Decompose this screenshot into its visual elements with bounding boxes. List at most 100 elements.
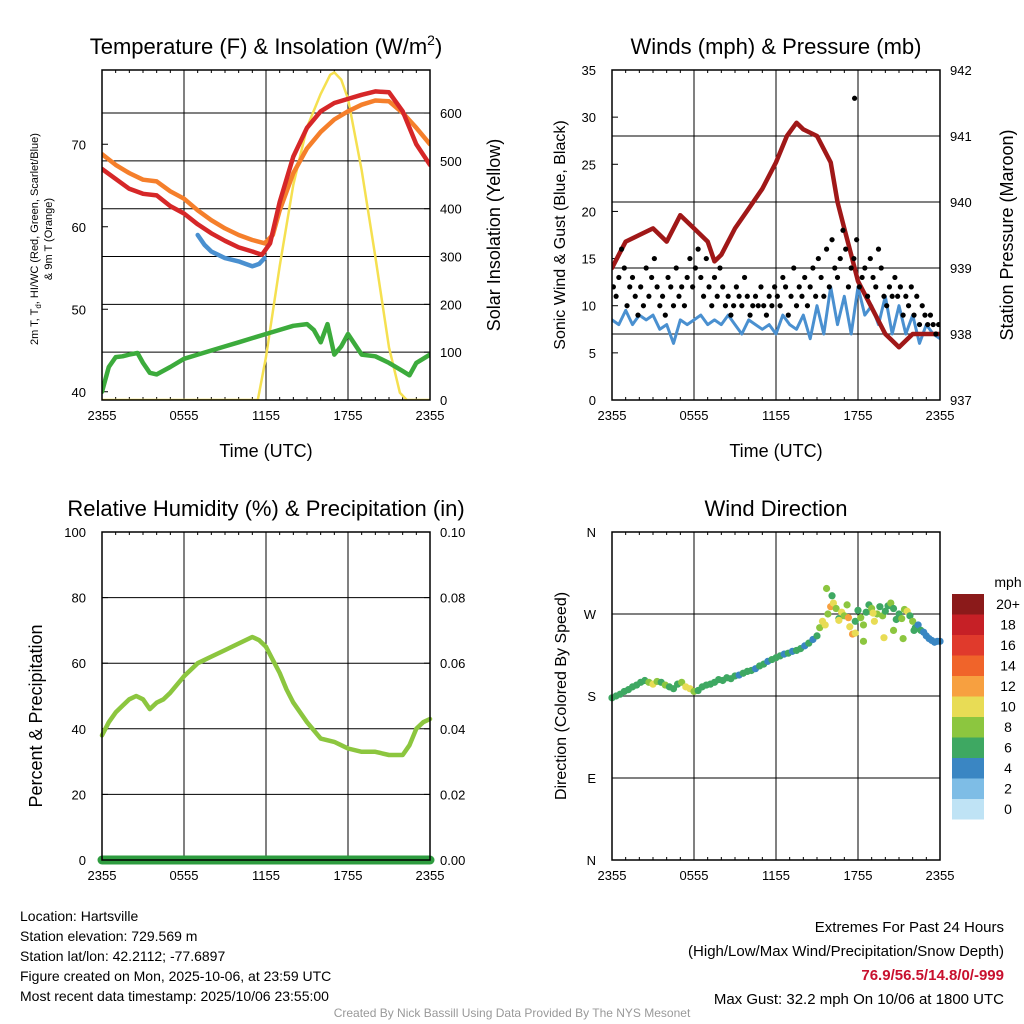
direction-point bbox=[910, 626, 918, 635]
direction-point bbox=[859, 621, 868, 629]
gust-point bbox=[769, 303, 775, 309]
gust-point bbox=[791, 265, 797, 271]
y2-tick-label: 500 bbox=[440, 154, 462, 169]
gust-point bbox=[687, 255, 693, 262]
gust-point bbox=[733, 284, 739, 290]
gust-point bbox=[788, 293, 794, 299]
chart-title: Winds (mph) & Pressure (mb) bbox=[631, 34, 922, 59]
colorbar-label: 18 bbox=[1000, 617, 1016, 633]
gust-point bbox=[758, 284, 764, 290]
y2-tick-label: 942 bbox=[950, 63, 972, 78]
colorbar-label: 6 bbox=[1004, 740, 1012, 756]
colorbar-label: 2 bbox=[1004, 781, 1012, 797]
gust-point bbox=[744, 293, 750, 299]
x-tick-label: 2355 bbox=[416, 408, 445, 423]
direction-point bbox=[822, 584, 831, 593]
x-tick-label: 0555 bbox=[680, 868, 709, 883]
gust-point bbox=[922, 312, 928, 318]
gust-point bbox=[717, 265, 723, 271]
y-tick-label: 5 bbox=[589, 346, 596, 361]
gust-point bbox=[618, 246, 625, 252]
gust-point bbox=[676, 293, 682, 299]
gust-point bbox=[722, 303, 729, 309]
gust-point bbox=[651, 255, 657, 262]
gust-point bbox=[736, 293, 742, 299]
series-line-blue bbox=[195, 232, 267, 269]
extremes-values: 76.9/56.5/14.8/0/-999 bbox=[861, 967, 1004, 984]
gust-point bbox=[612, 284, 616, 290]
direction-point bbox=[880, 634, 888, 642]
gust-point bbox=[875, 246, 882, 252]
y2-tick-label: 937 bbox=[950, 393, 972, 408]
direction-point bbox=[906, 612, 914, 620]
elevation-text: Station elevation: 729.569 m bbox=[20, 928, 198, 944]
gust-point bbox=[889, 293, 895, 299]
y-tick-label: 40 bbox=[72, 722, 86, 737]
direction-point bbox=[857, 614, 865, 622]
y2-tick-label: 940 bbox=[950, 195, 972, 210]
colorbar-swatch bbox=[952, 614, 984, 635]
x-tick-label: 2355 bbox=[416, 868, 445, 883]
series-line-orange bbox=[102, 98, 430, 246]
gust-point bbox=[613, 293, 619, 299]
gust-point bbox=[916, 321, 923, 328]
gust-point bbox=[802, 274, 808, 281]
colorbar-label: 16 bbox=[1000, 637, 1016, 653]
gust-point bbox=[624, 303, 630, 309]
y-axis-label: Sonic Wind & Gust (Blue, Black) bbox=[552, 120, 569, 349]
y2-tick-label: 0.10 bbox=[440, 525, 465, 540]
colorbar-label: 14 bbox=[1000, 658, 1016, 674]
y-tick-label: 15 bbox=[582, 252, 596, 267]
gust-point bbox=[670, 303, 677, 309]
y-tick-label: N bbox=[587, 853, 596, 868]
gust-point bbox=[815, 255, 821, 262]
x-tick-label: 1755 bbox=[844, 868, 873, 883]
gust-point bbox=[681, 303, 688, 309]
gust-point bbox=[657, 303, 663, 309]
gust-point bbox=[774, 293, 780, 299]
gust-point bbox=[873, 284, 879, 290]
colorbar-swatch bbox=[952, 799, 984, 820]
y-tick-label: E bbox=[587, 771, 596, 786]
title-superscript: 2 bbox=[427, 32, 435, 48]
y-label-part: 2m T, T bbox=[29, 308, 41, 345]
gust-point bbox=[919, 303, 925, 309]
gust-point bbox=[698, 274, 704, 281]
extremes-title: Extremes For Past 24 Hours bbox=[814, 919, 1004, 936]
series-line-maroon bbox=[612, 120, 940, 350]
x-tick-label: 2355 bbox=[926, 408, 955, 423]
direction-point bbox=[829, 599, 838, 607]
gust-point bbox=[807, 284, 813, 290]
gust-point bbox=[668, 284, 674, 290]
series-line-yellow bbox=[102, 71, 430, 400]
x-tick-label: 1155 bbox=[252, 868, 280, 883]
plot-border bbox=[101, 531, 431, 861]
gust-point bbox=[799, 293, 805, 299]
winds-panel: 2355 0555 1155 1755 235505101520253035937938… bbox=[552, 34, 1017, 461]
y-tick-label: 70 bbox=[72, 137, 86, 152]
series-line-rh bbox=[99, 634, 433, 758]
wdir-points bbox=[608, 584, 944, 702]
gust-point bbox=[777, 303, 783, 309]
gust-point bbox=[640, 303, 647, 309]
y-tick-label: 80 bbox=[72, 591, 86, 606]
y2-tick-label: 941 bbox=[950, 129, 972, 144]
colorbar-swatch bbox=[952, 635, 984, 656]
temp-series-group bbox=[102, 71, 430, 400]
gust-point bbox=[741, 274, 748, 281]
direction-point bbox=[887, 599, 895, 607]
gust-point bbox=[856, 284, 862, 290]
gust-point bbox=[673, 265, 679, 271]
gust-point bbox=[897, 284, 903, 290]
gust-point bbox=[927, 312, 934, 318]
gust-point bbox=[684, 274, 690, 281]
gust-point bbox=[725, 293, 731, 299]
direction-point bbox=[914, 621, 922, 629]
direction-point bbox=[816, 624, 824, 632]
gust-point bbox=[638, 284, 644, 290]
colorbar-swatch bbox=[952, 758, 984, 779]
gust-point bbox=[832, 265, 838, 271]
direction-point bbox=[828, 592, 836, 600]
gust-point bbox=[739, 303, 745, 309]
gust-point bbox=[793, 303, 800, 309]
